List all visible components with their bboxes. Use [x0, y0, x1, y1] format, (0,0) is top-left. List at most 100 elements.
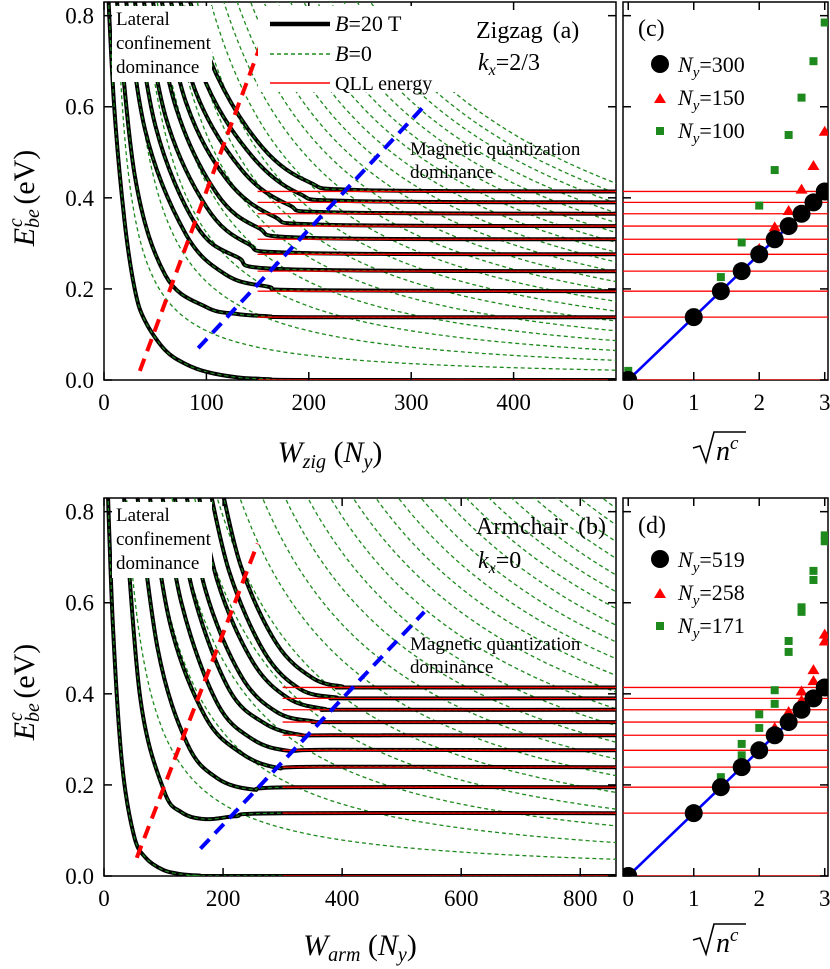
data-point-circle: [732, 262, 751, 281]
data-point-square: [737, 739, 746, 748]
y-tick-label: 0.0: [65, 864, 94, 889]
x-axis-label-c: nc: [692, 431, 746, 467]
x-tick-label: 0: [622, 886, 634, 911]
panel-b-lateral-annotation: Lateral confinement dominance: [112, 502, 212, 578]
b20-overlay: [134, 2, 616, 272]
b0-curve: [130, 2, 616, 361]
x-tick-label: 3: [819, 390, 830, 415]
svg-text:Magnetic quantization: Magnetic quantization: [410, 139, 581, 160]
panel-a-plot: [106, 2, 616, 380]
y-tick-label: 0.4: [65, 682, 94, 707]
svg-text:confinement: confinement: [116, 529, 212, 550]
panel-c-label: (c): [638, 16, 665, 42]
b20-overlay: [123, 498, 616, 820]
legend-a: B=20 T B=0 QLL energy: [258, 6, 458, 95]
data-point-square: [797, 607, 806, 616]
b0-curve: [249, 2, 616, 273]
data-point-triangle: [818, 125, 828, 136]
data-point-circle: [779, 713, 798, 732]
svg-text:confinement: confinement: [116, 33, 212, 54]
b0-curve: [148, 498, 616, 844]
magnetic-guide-line: [196, 105, 425, 350]
x-tick-label: 3: [819, 886, 830, 911]
svg-text:Magnetic quantization: Magnetic quantization: [410, 634, 581, 655]
data-point-triangle: [782, 706, 795, 717]
b20-curve: [184, 498, 616, 725]
panel-a-condition: kx=2/3: [478, 50, 540, 79]
panel-b-title: Armchair (b): [476, 514, 606, 540]
x-tick-label: 600: [444, 886, 479, 911]
x-tick-label: 200: [206, 886, 241, 911]
data-point-square: [797, 603, 806, 612]
legend-d: Ny=519 Ny=258 Ny=171: [632, 545, 782, 645]
legend-c: Ny=300 Ny=150 Ny=100: [632, 48, 782, 148]
svg-text:Ny=300: Ny=300: [677, 52, 745, 81]
svg-text:Ny=258: Ny=258: [677, 580, 745, 609]
svg-text:B=0: B=0: [335, 41, 372, 66]
magnetic-guide-line: [198, 610, 426, 851]
data-point-circle: [804, 689, 823, 708]
b0-curve: [117, 2, 616, 371]
svg-text:Ebec (eV): Ebec (eV): [5, 150, 44, 248]
svg-text:QLL energy: QLL energy: [335, 73, 432, 95]
data-point-square: [716, 273, 725, 282]
data-point-circle: [711, 282, 730, 301]
y-tick-label: 0.2: [65, 773, 94, 798]
b0-curve: [284, 498, 616, 743]
b0-curve: [196, 2, 616, 312]
b20-overlay: [161, 2, 616, 227]
data-point-circle: [684, 308, 703, 327]
b20-overlay: [108, 2, 616, 380]
data-point-triangle: [795, 183, 808, 194]
b0-curve: [397, 498, 616, 660]
b0-curve: [488, 498, 616, 593]
b0-curve: [307, 498, 616, 727]
b0-curve: [223, 2, 616, 293]
data-point-square: [784, 130, 793, 139]
plot-area-c: [623, 18, 828, 380]
b20-overlay: [107, 498, 616, 876]
data-point-square: [770, 166, 779, 175]
panel-a-magnetic-annotation: Magnetic quantization dominance: [410, 139, 581, 183]
b0-curve: [352, 498, 616, 693]
y-tick-label: 0.8: [65, 4, 94, 29]
data-point-square: [737, 238, 746, 247]
y-tick-label: 0.2: [65, 277, 94, 302]
svg-text:Lateral: Lateral: [116, 9, 170, 30]
data-point-square: [784, 637, 793, 646]
data-point-triangle: [818, 628, 828, 639]
data-point-triangle: [807, 675, 820, 686]
qll-lines: [257, 190, 616, 380]
x-tick-label: 1: [688, 390, 700, 415]
data-point-circle: [779, 217, 798, 236]
data-point-circle: [765, 230, 784, 249]
data-point-circle: [815, 182, 828, 201]
b0-curve: [169, 2, 616, 332]
svg-text:Ny=171: Ny=171: [677, 613, 745, 642]
svg-text:Ebec (eV): Ebec (eV): [5, 644, 44, 742]
x-axis-label-a: Wzig (Ny): [278, 436, 383, 473]
data-point-triangle: [807, 159, 820, 170]
x-tick-label: 0: [98, 390, 110, 415]
x-axis-label-b: Warm (Ny): [303, 929, 417, 966]
x-tick-label: 2: [753, 390, 765, 415]
data-point-circle: [792, 204, 811, 223]
panel-d-label: (d): [638, 513, 666, 539]
data-point-square: [784, 647, 793, 656]
svg-text:B=20 T: B=20 T: [335, 11, 402, 36]
data-point-square: [755, 710, 764, 719]
data-point-triangle: [782, 205, 795, 216]
svg-text:dominance: dominance: [116, 57, 199, 78]
x-tick-label: 1: [688, 886, 700, 911]
b0-curve: [465, 498, 616, 609]
y-tick-label: 0.6: [65, 95, 94, 120]
data-point-triangle: [768, 221, 781, 232]
data-point-square: [820, 537, 828, 546]
panel-b: [103, 497, 617, 877]
svg-text:Ny=150: Ny=150: [677, 85, 745, 114]
data-point-square: [797, 93, 806, 102]
b20-overlay: [211, 498, 616, 700]
x-tick-label: 100: [189, 390, 224, 415]
y-tick-label: 0.8: [65, 500, 94, 525]
